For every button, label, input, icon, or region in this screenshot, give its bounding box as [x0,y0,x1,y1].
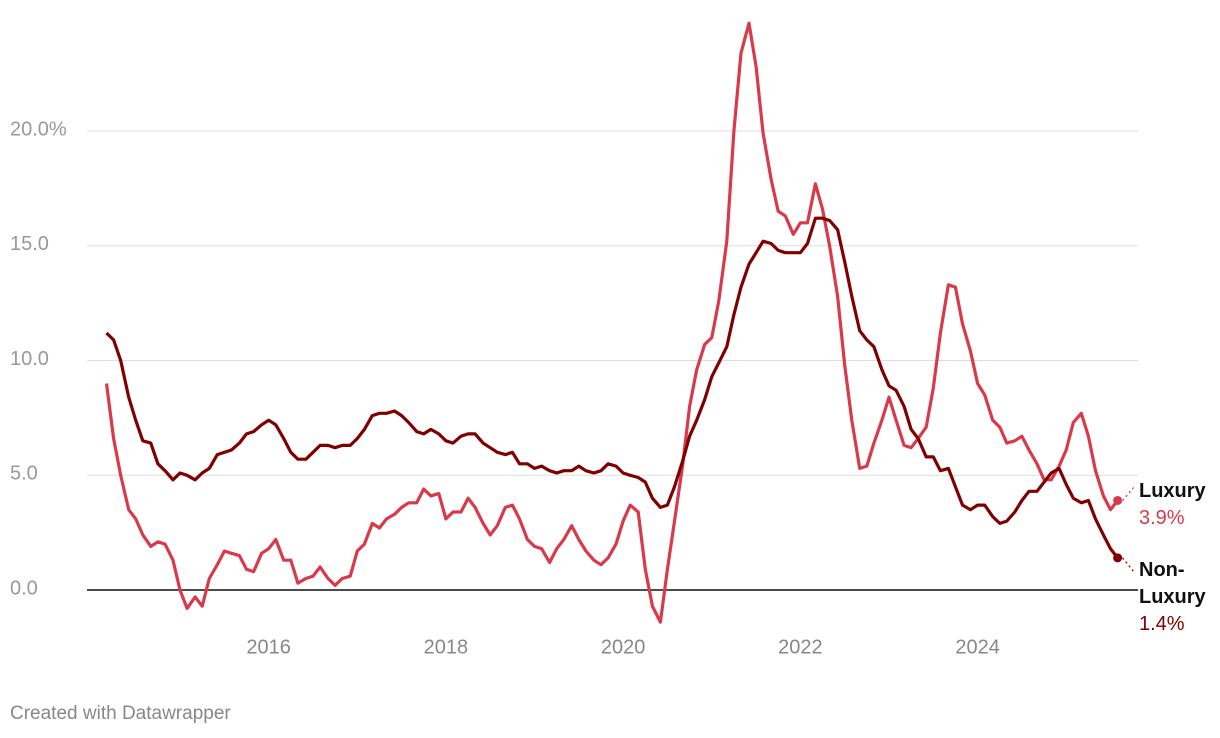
x-tick-label: 2024 [955,636,1000,658]
luxury-label: Luxury 3.9% [1139,478,1215,532]
y-tick-label: 10.0 [10,348,49,370]
leader-line [1122,486,1135,501]
legend-entry: Non-Luxury [1139,559,1206,608]
nonluxury-label: Non-Luxury 1.4% [1139,557,1215,638]
y-tick-label: 15.0 [10,233,49,255]
x-tick-label: 2018 [424,636,469,658]
value-label: 1.4% [1139,613,1185,635]
end-dot [1113,495,1123,505]
end-dot [1113,553,1123,563]
series-line [105,216,1119,559]
y-tick-label: 20.0% [10,118,67,140]
leader-line [1122,557,1135,573]
x-tick-label: 2022 [778,636,823,658]
x-tick-label: 2016 [246,636,291,658]
y-tick-label: 5.0 [10,463,38,485]
series-line [104,21,1119,624]
legend-entry: Luxury [1139,480,1206,502]
value-label: 3.9% [1139,507,1185,529]
x-tick-label: 2020 [601,636,646,658]
y-tick-label: 0.0 [10,577,38,599]
footer: Created with Datawrapper [10,703,231,724]
